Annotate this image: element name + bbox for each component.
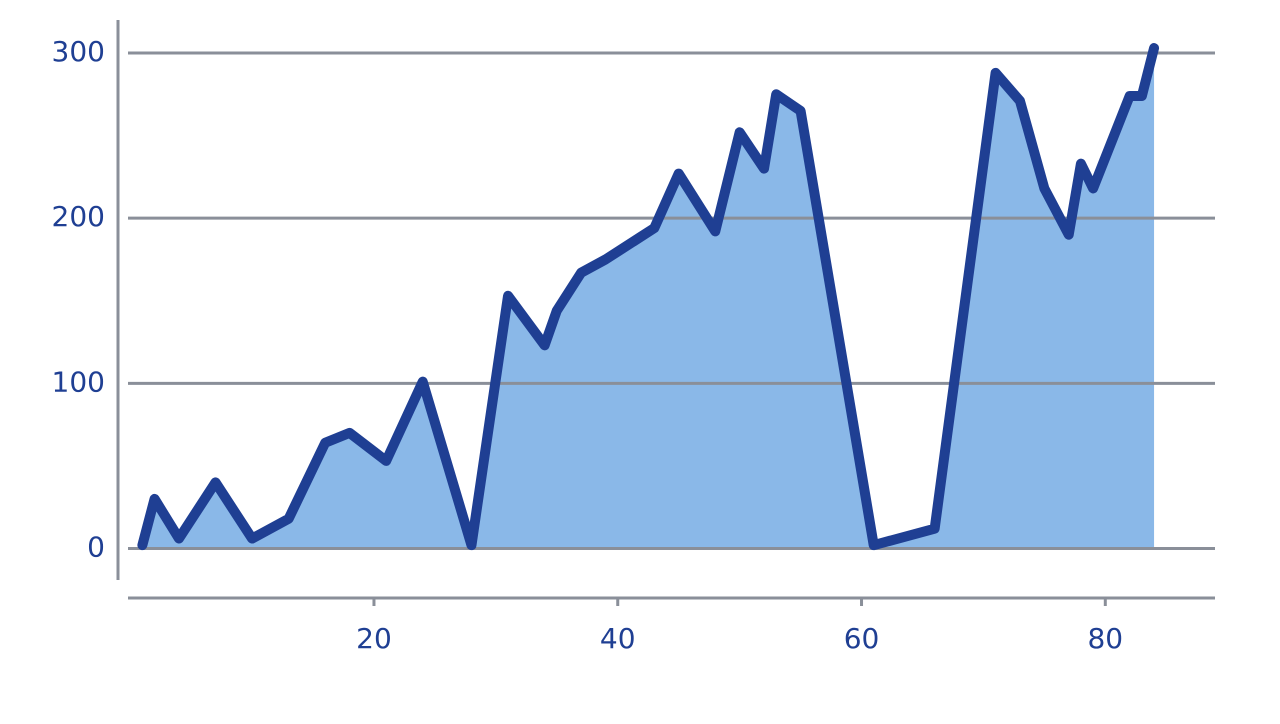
x-tick-label: 40 [600,622,636,655]
y-tick-label: 200 [52,200,105,233]
y-tick-label: 100 [52,365,105,398]
y-tick-label: 0 [87,530,105,563]
line [137,43,1160,551]
x-tick-label: 60 [844,622,880,655]
x-tick-label: 20 [356,622,392,655]
x-tick-label: 80 [1087,622,1123,655]
y-tick-label: 300 [52,35,105,68]
area [142,48,1155,549]
